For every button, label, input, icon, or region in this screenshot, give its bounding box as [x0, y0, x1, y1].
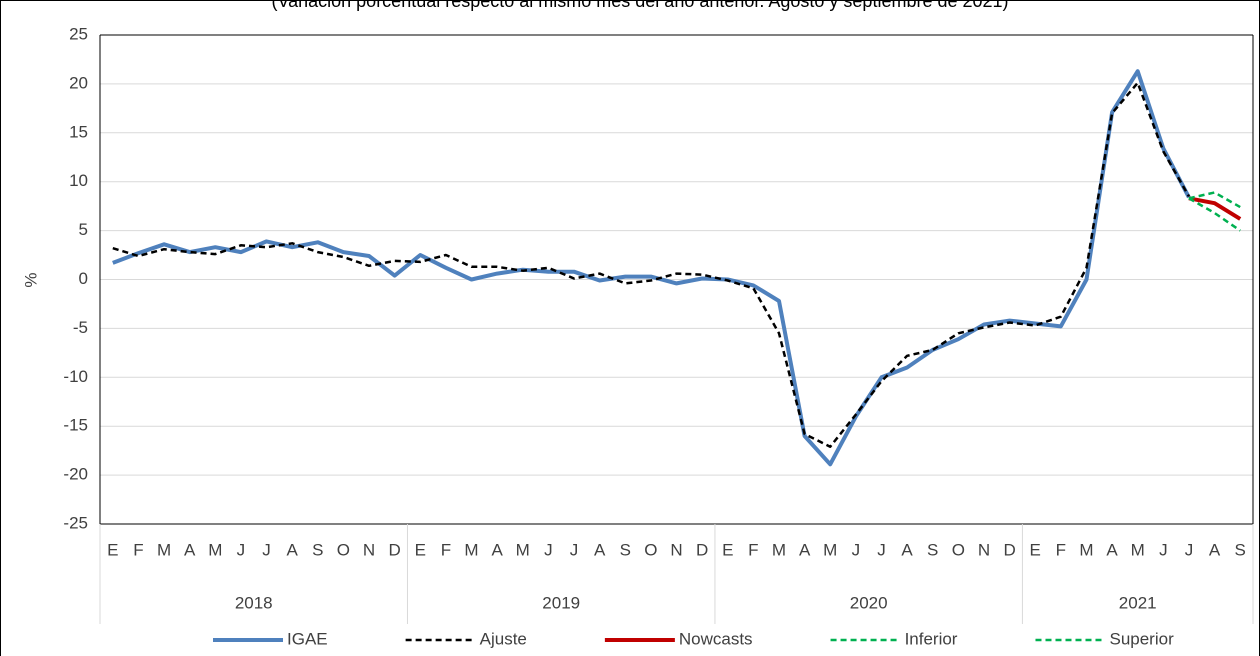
x-tick-label: J [1159, 540, 1168, 559]
x-tick-label: S [312, 540, 323, 559]
x-tick-label: S [620, 540, 631, 559]
series-line [1188, 196, 1242, 221]
series-line [1188, 191, 1241, 209]
group-label: 2019 [542, 593, 580, 612]
x-tick-label: A [1209, 540, 1221, 559]
x-tick-label: A [491, 540, 503, 559]
series-line [1188, 197, 1241, 232]
x-tick-label: N [363, 540, 375, 559]
x-tick-label: M [208, 540, 222, 559]
x-tick-label: N [978, 540, 990, 559]
x-tick-label: M [823, 540, 837, 559]
x-tick-label: O [337, 540, 350, 559]
x-tick-label: D [389, 540, 401, 559]
x-tick-label: A [286, 540, 298, 559]
y-tick-label: 0 [79, 269, 88, 288]
y-tick-label: 20 [69, 73, 88, 92]
y-tick-label: -20 [63, 465, 88, 484]
y-tick-label: -5 [73, 318, 88, 337]
x-tick-label: D [1003, 540, 1015, 559]
x-tick-label: O [952, 540, 965, 559]
y-tick-label: 10 [69, 171, 88, 190]
y-tick-label: 25 [69, 24, 88, 43]
x-tick-label: A [184, 540, 196, 559]
legend-label: IGAE [287, 629, 328, 648]
y-tick-label: 5 [79, 220, 88, 239]
x-tick-label: F [1056, 540, 1066, 559]
x-tick-label: S [927, 540, 938, 559]
series-line [112, 81, 1190, 448]
x-tick-label: F [441, 540, 451, 559]
group-label: 2021 [1119, 593, 1157, 612]
x-tick-label: J [237, 540, 246, 559]
legend-label: Inferior [905, 629, 958, 648]
legend-label: Superior [1109, 629, 1174, 648]
x-tick-label: J [570, 540, 579, 559]
group-label: 2020 [850, 593, 888, 612]
x-tick-label: J [877, 540, 886, 559]
y-axis-label: % [21, 272, 40, 287]
x-tick-label: N [670, 540, 682, 559]
series-line [112, 69, 1191, 467]
x-tick-label: J [1185, 540, 1194, 559]
x-tick-label: M [1131, 540, 1145, 559]
x-tick-label: E [107, 540, 118, 559]
y-tick-label: -25 [63, 513, 88, 532]
y-tick-label: -15 [63, 416, 88, 435]
y-tick-label: -10 [63, 367, 88, 386]
x-tick-label: D [696, 540, 708, 559]
x-tick-label: M [516, 540, 530, 559]
x-tick-label: A [1106, 540, 1118, 559]
x-tick-label: S [1235, 540, 1246, 559]
x-tick-label: A [901, 540, 913, 559]
legend-label: Ajuste [480, 629, 527, 648]
x-tick-label: A [799, 540, 811, 559]
x-tick-label: J [852, 540, 861, 559]
chart-subtitle: (Variación porcentual respecto al mismo … [271, 0, 1008, 11]
x-tick-label: M [1079, 540, 1093, 559]
group-label: 2018 [235, 593, 273, 612]
x-tick-label: F [748, 540, 758, 559]
x-tick-label: J [262, 540, 271, 559]
x-tick-label: M [772, 540, 786, 559]
x-tick-label: M [464, 540, 478, 559]
x-tick-label: F [133, 540, 143, 559]
x-tick-label: E [722, 540, 733, 559]
legend-label: Nowcasts [679, 629, 753, 648]
x-tick-label: M [157, 540, 171, 559]
x-tick-label: J [544, 540, 553, 559]
x-tick-label: A [594, 540, 606, 559]
x-tick-label: E [415, 540, 426, 559]
y-tick-label: 15 [69, 122, 88, 141]
x-tick-label: O [644, 540, 657, 559]
x-tick-label: E [1030, 540, 1041, 559]
